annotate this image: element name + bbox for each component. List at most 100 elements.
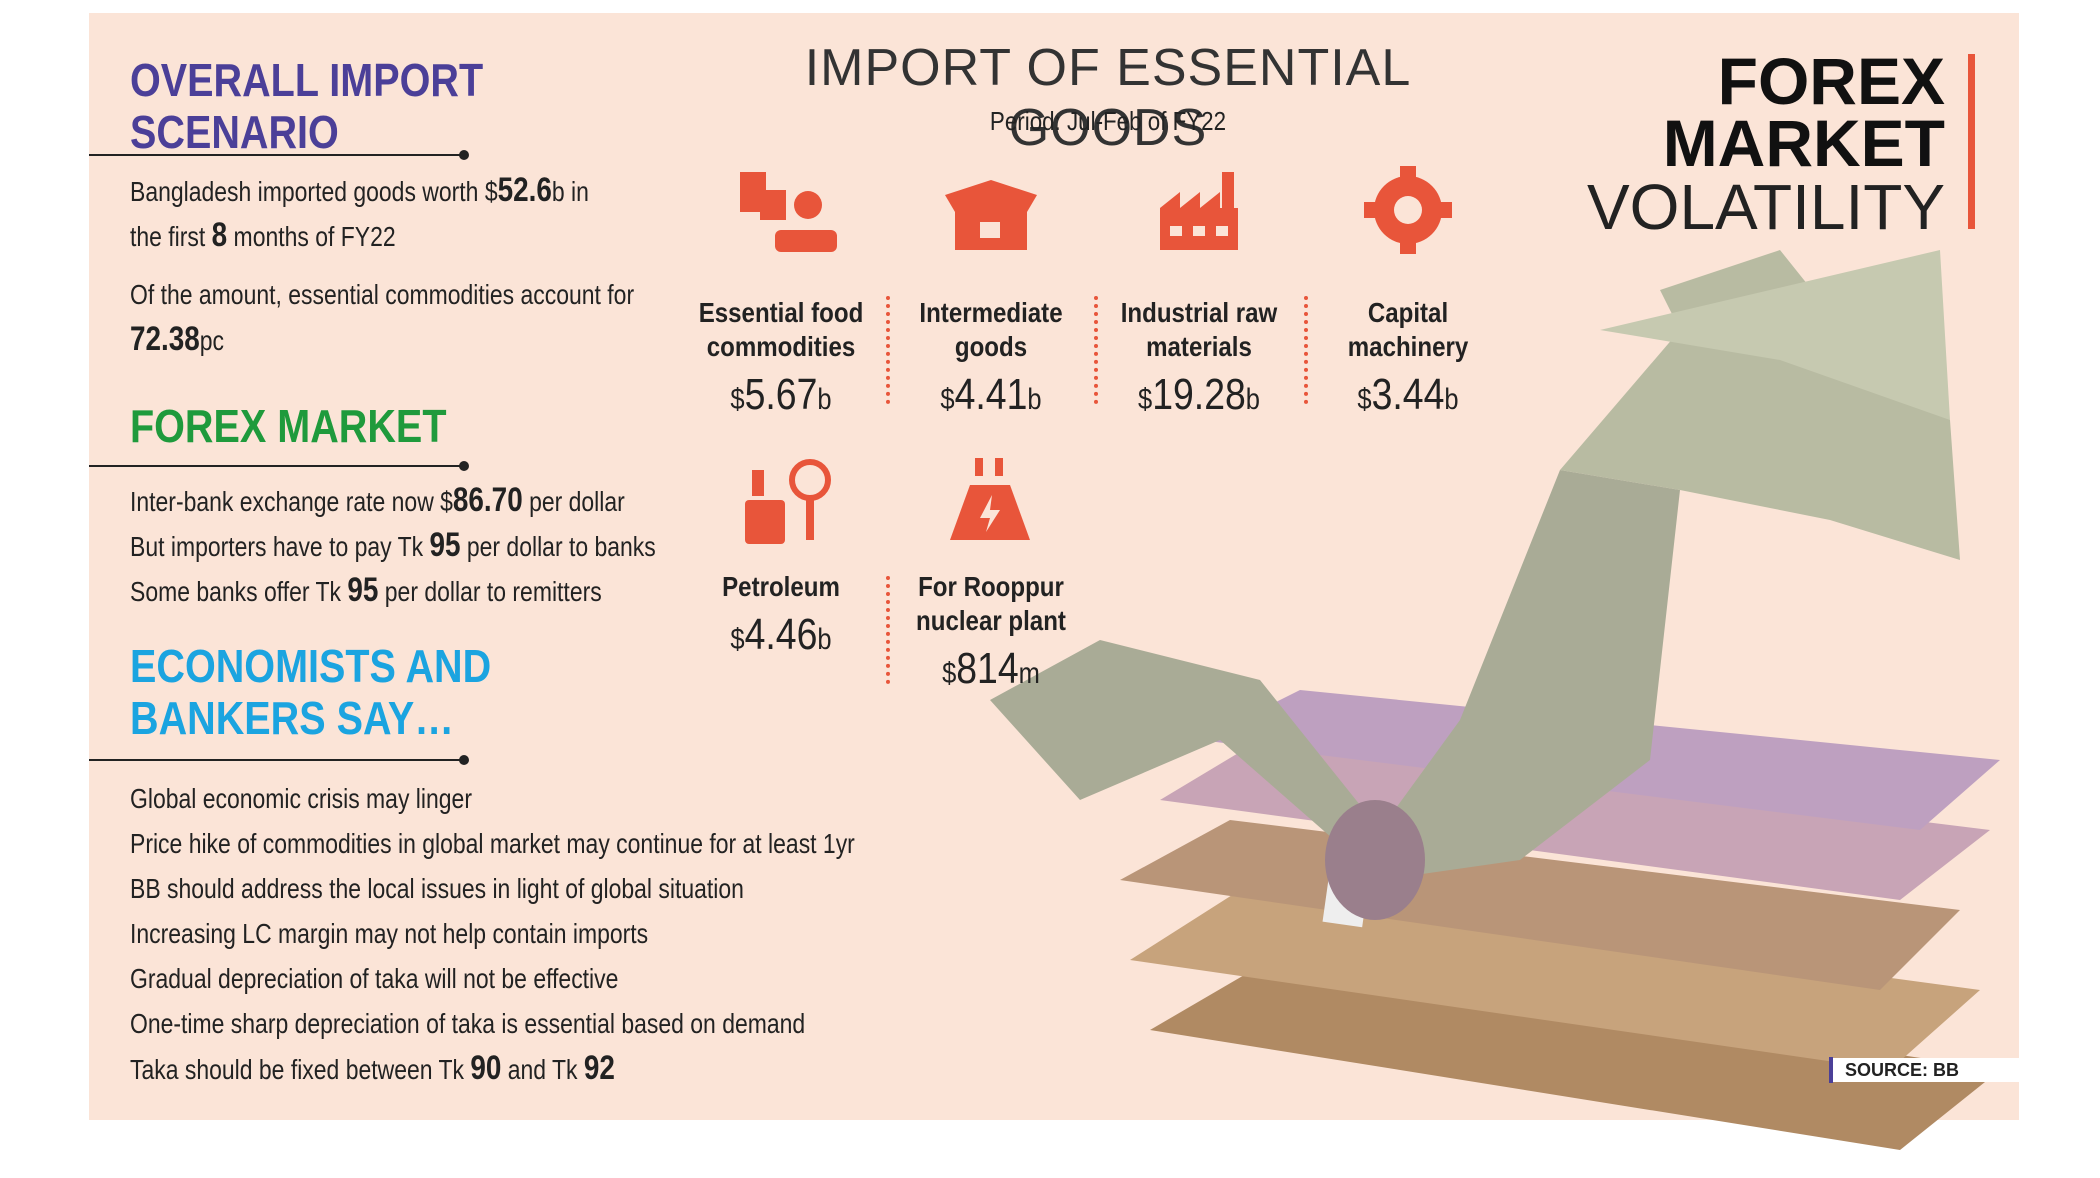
amount: 4.46 [744,610,818,659]
amount: 4.41 [954,370,1028,419]
text: Taka should be fixed between Tk [130,1054,471,1085]
amount: 3.44 [1371,370,1445,419]
text-line: But importers have to pay Tk 95 per doll… [130,523,656,569]
text: But importers have to pay Tk [130,531,430,562]
unit: b [817,383,832,416]
currency: $ [730,383,745,416]
text-line: Bangladesh imported goods worth $52.6b i… [130,168,589,214]
food-icon [740,172,837,252]
text: b in [551,176,589,207]
separator [886,296,890,404]
item-amount: $19.28b [1097,370,1301,420]
factory-icon [1160,172,1238,250]
highlight: 95 [429,526,461,564]
amount: 814 [956,644,1019,693]
import-item: Petroleum $4.46b [661,570,901,660]
box-icon [945,180,1037,250]
text: One-time sharp depreciation of taka is e… [130,1008,806,1039]
center-title: IMPORT OF ESSENTIAL GOODS [804,39,1412,157]
highlight: 92 [583,1049,615,1087]
highlight: 95 [347,571,379,609]
text-line: Of the amount, essential commodities acc… [130,272,634,317]
section-title: OVERALL IMPORT SCENARIO [130,54,484,158]
text: Some banks offer Tk [130,576,348,607]
item-label: Capital machinery [1347,297,1469,362]
text: and Tk [501,1054,584,1085]
highlight: 90 [470,1049,502,1087]
plant-icon [950,458,1030,540]
unit: b [1027,383,1042,416]
item-amount: $4.46b [679,610,883,660]
separator [1304,296,1308,404]
headline-sub: VOLATILITY [1586,171,1945,243]
icons [740,166,1452,544]
item-amount: $4.41b [889,370,1093,420]
section-title: ECONOMISTS AND BANKERS SAY… [130,640,492,744]
item-amount: $5.67b [679,370,883,420]
text: per dollar [522,486,625,517]
text-line: Some banks offer Tk 95 per dollar to rem… [130,568,602,614]
item-amount: $814m [889,644,1093,694]
petrol-icon [745,459,831,544]
text: months of FY22 [227,221,396,252]
import-item: For Rooppur nuclear plant $814m [871,570,1111,694]
text: per dollar to remitters [378,576,602,607]
currency: $ [730,623,745,656]
text: per dollar to banks [460,531,656,562]
text: Inter-bank exchange rate now $ [130,486,453,517]
text-line: BB should address the local issues in li… [130,866,744,911]
text-line: 72.38pc [130,317,224,363]
amount: 5.67 [744,370,818,419]
text-line: Gradual depreciation of taka will not be… [130,956,618,1001]
item-label: Intermediate goods [919,297,1063,362]
text: Bangladesh imported goods worth $ [130,176,498,207]
source: SOURCE: BB [1845,1060,1960,1080]
unit: b [1444,383,1459,416]
rule-dot [459,461,469,471]
headline: MARKET [1662,106,1945,180]
text: Of the amount, essential commodities acc… [130,279,635,310]
separator [886,576,890,684]
accent-bar [1968,54,1975,229]
text: Global economic crisis may linger [130,783,472,814]
text-line: Increasing LC margin may not help contai… [130,911,648,956]
highlight: 8 [211,216,228,254]
unit: b [1245,383,1260,416]
text: Gradual depreciation of taka will not be… [130,963,619,994]
text: pc [199,325,225,356]
headline: FOREX [1717,44,1945,118]
amount: 19.28 [1152,370,1246,419]
source-bar [1829,1057,1833,1083]
currency: $ [942,657,957,690]
text: the first [130,221,212,252]
text-line: One-time sharp depreciation of taka is e… [130,1001,805,1046]
period: Period: Jul-Feb of FY22 [989,106,1227,136]
source-box [1829,1058,2019,1082]
text-line: Inter-bank exchange rate now $86.70 per … [130,478,625,524]
item-label: Essential food commodities [698,297,864,362]
import-item: Intermediate goods $4.41b [871,296,1111,420]
rule-dot [459,150,469,160]
unit: m [1018,657,1040,690]
text: Price hike of commodities in global mark… [130,828,855,859]
text-line: Price hike of commodities in global mark… [130,821,855,866]
separator [1094,296,1098,404]
highlight: 72.38 [130,320,200,358]
text-line: Taka should be fixed between Tk 90 and T… [130,1046,615,1092]
import-item: Industrial raw materials $19.28b [1079,296,1319,420]
currency: $ [1138,383,1153,416]
text: BB should address the local issues in li… [130,873,744,904]
gear-icon [1364,166,1452,254]
text-line: the first 8 months of FY22 [130,213,396,259]
currency: $ [1357,383,1372,416]
rule-dot [459,755,469,765]
item-label: For Rooppur nuclear plant [916,571,1066,636]
unit: b [817,623,832,656]
highlight: 52.6 [497,171,552,209]
item-amount: $3.44b [1306,370,1510,420]
item-label: Industrial raw materials [1120,297,1278,362]
import-item: Essential food commodities $5.67b [661,296,901,420]
text-line: Global economic crisis may linger [130,776,472,821]
